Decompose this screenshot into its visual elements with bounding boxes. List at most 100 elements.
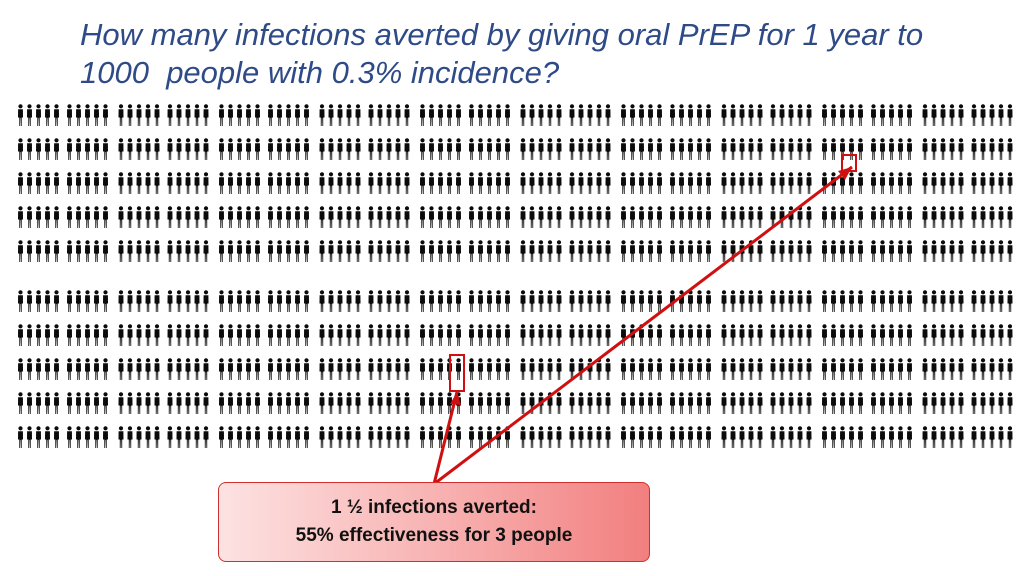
person-icon: [118, 240, 124, 262]
person-icon: [185, 392, 191, 414]
person-icon: [27, 240, 32, 262]
person-icon: [1007, 172, 1013, 194]
person-icon: [246, 426, 251, 448]
person-icon: [657, 290, 662, 312]
person-icon: [556, 290, 562, 312]
person-icon: [136, 358, 142, 380]
person-icon: [203, 358, 209, 380]
person-icon: [127, 104, 133, 126]
person-icon: [679, 206, 684, 228]
person-icon: [496, 392, 501, 414]
person-icon: [858, 392, 863, 414]
person-icon: [831, 392, 836, 414]
person-icon: [648, 358, 653, 380]
person-icon: [255, 172, 260, 194]
person-icon: [118, 324, 124, 346]
person-icon: [346, 324, 352, 346]
person-icon: [429, 426, 434, 448]
person-icon: [670, 426, 675, 448]
person-icon: [167, 324, 173, 346]
person-icon: [404, 240, 410, 262]
person-icon: [739, 206, 745, 228]
person-icon: [255, 206, 260, 228]
person-icon: [657, 206, 662, 228]
person-icon: [429, 290, 434, 312]
person-icon: [547, 206, 553, 228]
person-icon: [154, 206, 160, 228]
person-icon: [569, 392, 575, 414]
person-icon: [456, 172, 461, 194]
person-icon: [949, 324, 955, 346]
person-icon: [971, 104, 977, 126]
person-icon: [858, 240, 863, 262]
person-icon: [496, 206, 501, 228]
person-icon: [529, 290, 535, 312]
person-icon: [319, 392, 325, 414]
person-icon: [246, 206, 251, 228]
person-icon: [657, 392, 662, 414]
person-icon: [605, 392, 611, 414]
person-icon: [429, 172, 434, 194]
person-icon: [277, 104, 282, 126]
person-icon: [304, 240, 309, 262]
person-icon: [931, 290, 937, 312]
person-icon: [118, 392, 124, 414]
person-icon: [346, 426, 352, 448]
person-icon: [328, 426, 334, 448]
person-icon: [103, 290, 108, 312]
person-icon: [136, 172, 142, 194]
person-icon: [246, 290, 251, 312]
person-icon: [103, 426, 108, 448]
person-icon: [907, 426, 912, 448]
person-icon: [76, 138, 81, 160]
person-icon: [67, 358, 72, 380]
person-icon: [496, 358, 501, 380]
person-icon: [797, 138, 803, 160]
person-icon: [447, 104, 452, 126]
person-icon: [730, 172, 736, 194]
person-icon: [706, 206, 711, 228]
person-icon: [304, 138, 309, 160]
person-icon: [368, 324, 374, 346]
person-icon: [748, 392, 754, 414]
person-icon: [136, 138, 142, 160]
person-icon: [237, 358, 242, 380]
person-icon: [118, 358, 124, 380]
person-icon: [940, 172, 946, 194]
person-icon: [246, 104, 251, 126]
person-icon: [880, 104, 885, 126]
person-icon: [36, 240, 41, 262]
person-icon: [907, 240, 912, 262]
person-icon: [27, 206, 32, 228]
person-icon: [54, 392, 59, 414]
person-icon: [395, 290, 401, 312]
person-icon: [438, 138, 443, 160]
person-icon: [880, 240, 885, 262]
person-icon: [203, 138, 209, 160]
person-icon: [456, 206, 461, 228]
person-icon: [697, 138, 702, 160]
person-icon: [898, 104, 903, 126]
person-icon: [529, 172, 535, 194]
person-icon: [228, 392, 233, 414]
person-icon: [822, 426, 827, 448]
person-icon: [456, 104, 461, 126]
person-icon: [529, 358, 535, 380]
person-icon: [268, 358, 273, 380]
person-icon: [880, 392, 885, 414]
person-icon: [337, 426, 343, 448]
person-icon: [779, 240, 785, 262]
person-icon: [429, 104, 434, 126]
person-icon: [739, 290, 745, 312]
person-icon: [569, 104, 575, 126]
person-icon: [368, 206, 374, 228]
person-icon: [980, 240, 986, 262]
person-icon: [469, 358, 474, 380]
person-icon: [648, 392, 653, 414]
person-icon: [85, 324, 90, 346]
person-icon: [630, 392, 635, 414]
person-icon: [118, 206, 124, 228]
person-icon: [268, 324, 273, 346]
person-icon: [45, 138, 50, 160]
person-icon: [255, 324, 260, 346]
